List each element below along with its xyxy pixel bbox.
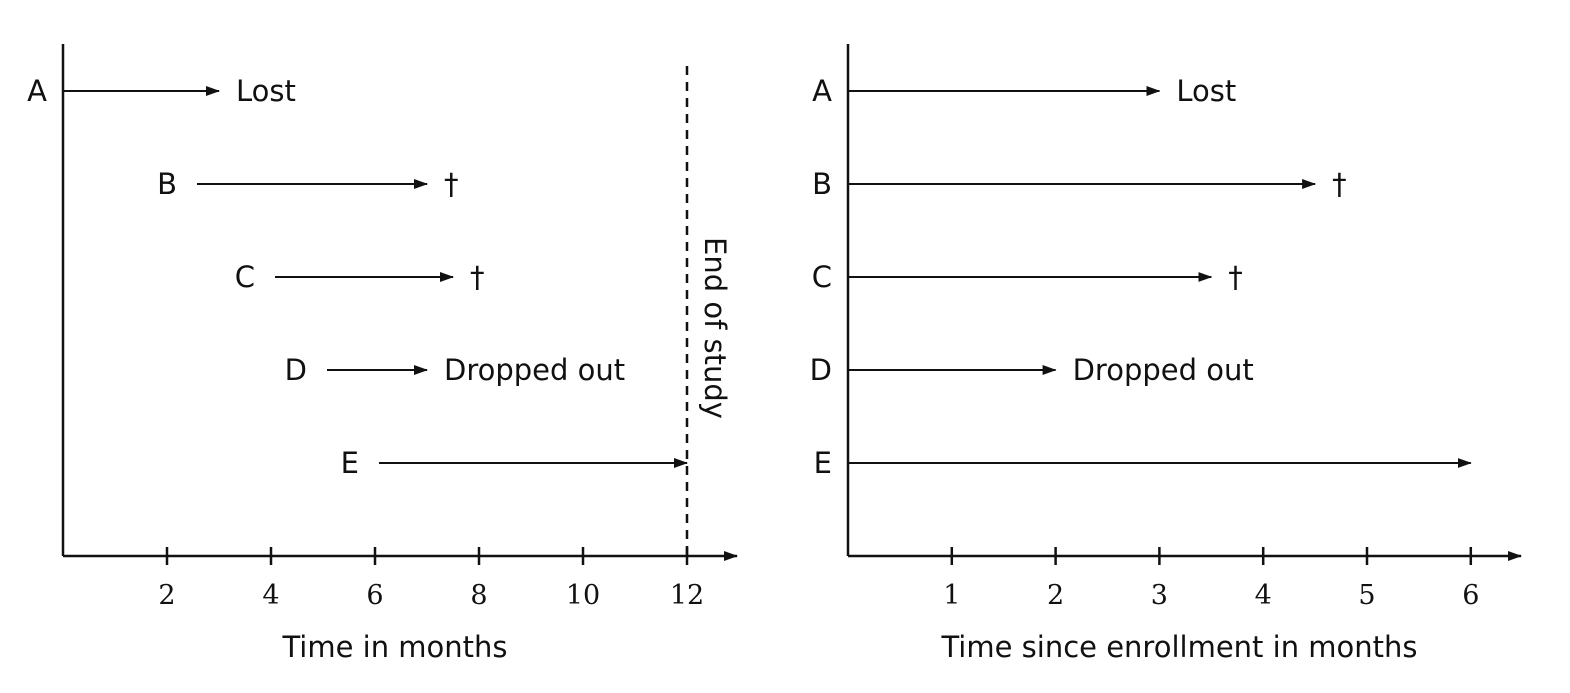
panel1-x-tick-label: 12 bbox=[670, 580, 704, 611]
subject-label-a: A bbox=[27, 74, 47, 108]
panel1-x-tick-label: 8 bbox=[470, 580, 487, 611]
subject-d-outcome: Dropped out bbox=[444, 353, 625, 387]
subject-label-c: C bbox=[812, 260, 832, 294]
subject-b-outcome: † bbox=[1332, 167, 1347, 201]
subject-label-e: E bbox=[814, 446, 832, 480]
panel1-x-tick-label: 4 bbox=[262, 580, 279, 611]
subject-label-b: B bbox=[157, 167, 177, 201]
panel2-x-tick-label: 5 bbox=[1358, 580, 1375, 611]
subject-c-outcome: † bbox=[1228, 260, 1243, 294]
subject-b-outcome: † bbox=[444, 167, 459, 201]
subject-label-c: C bbox=[235, 260, 255, 294]
panel2-x-axis-label: Time since enrollment in months bbox=[940, 630, 1417, 664]
panel1-x-tick-label: 6 bbox=[366, 580, 383, 611]
subject-label-d: D bbox=[810, 353, 832, 387]
subject-a-outcome: Lost bbox=[1176, 74, 1236, 108]
panel1-x-tick-label: 2 bbox=[158, 580, 175, 611]
panel2-x-tick-label: 2 bbox=[1047, 580, 1064, 611]
panel2-x-tick-label: 6 bbox=[1462, 580, 1479, 611]
subject-label-a: A bbox=[812, 74, 832, 108]
subject-label-d: D bbox=[285, 353, 307, 387]
panel2-x-tick-label: 4 bbox=[1255, 580, 1272, 611]
panel2-x-tick-label: 1 bbox=[943, 580, 960, 611]
panel2-x-tick-label: 3 bbox=[1151, 580, 1168, 611]
subject-label-e: E bbox=[341, 446, 359, 480]
subject-a-outcome: Lost bbox=[236, 74, 296, 108]
subject-label-b: B bbox=[812, 167, 832, 201]
panel1-x-tick-label: 10 bbox=[566, 580, 600, 611]
subject-d-outcome: Dropped out bbox=[1073, 353, 1254, 387]
end-of-study-label: End of study bbox=[698, 237, 732, 419]
subject-c-outcome: † bbox=[470, 260, 485, 294]
panel1-x-axis-label: Time in months bbox=[281, 630, 507, 664]
